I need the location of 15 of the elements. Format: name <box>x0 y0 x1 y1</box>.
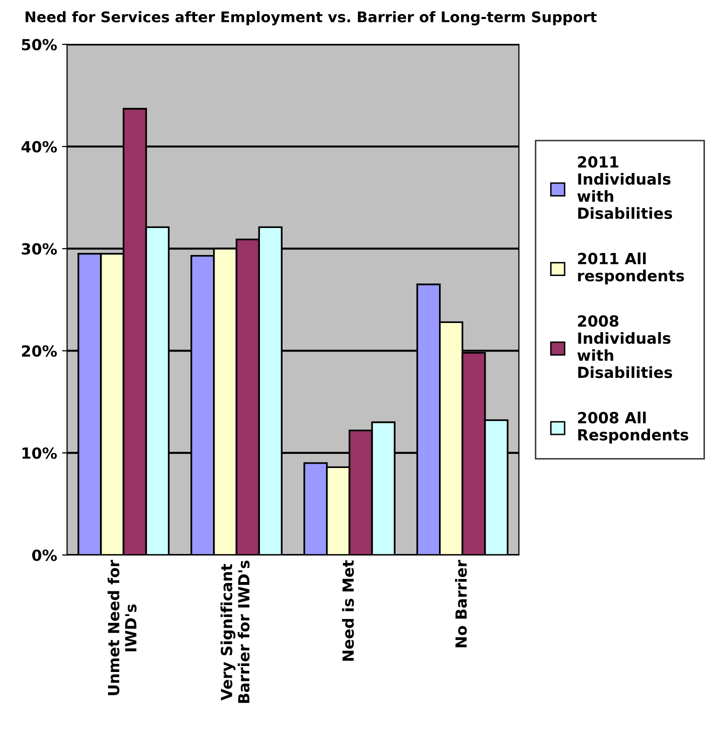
legend-label: 2008 Individuals with Disabilities <box>577 315 672 378</box>
x-tick-label: Unmet Need for IWD's <box>108 560 137 696</box>
x-tick-label: Very Significant Barrier for IWD's <box>220 560 250 703</box>
x-tick-label: No Barrier <box>455 560 467 648</box>
y-tick-label: 10% <box>22 447 57 459</box>
y-tick-label: 20% <box>22 345 57 357</box>
legend-label: 2011 Individuals with Disabilities <box>577 156 672 220</box>
x-tick-label: Need is Met <box>342 560 354 661</box>
legend-label: 2011 All respondents <box>578 252 684 284</box>
legend-label: 2008 All Respondents <box>578 412 688 444</box>
y-tick-label: 40% <box>21 140 57 153</box>
y-tick-label: 30% <box>22 243 57 255</box>
y-tick-label: 0% <box>32 549 57 562</box>
y-tick-label: 50% <box>22 38 57 50</box>
chart-title: Need for Services after Employment vs. Barrier of Long-term Support <box>26 11 597 26</box>
